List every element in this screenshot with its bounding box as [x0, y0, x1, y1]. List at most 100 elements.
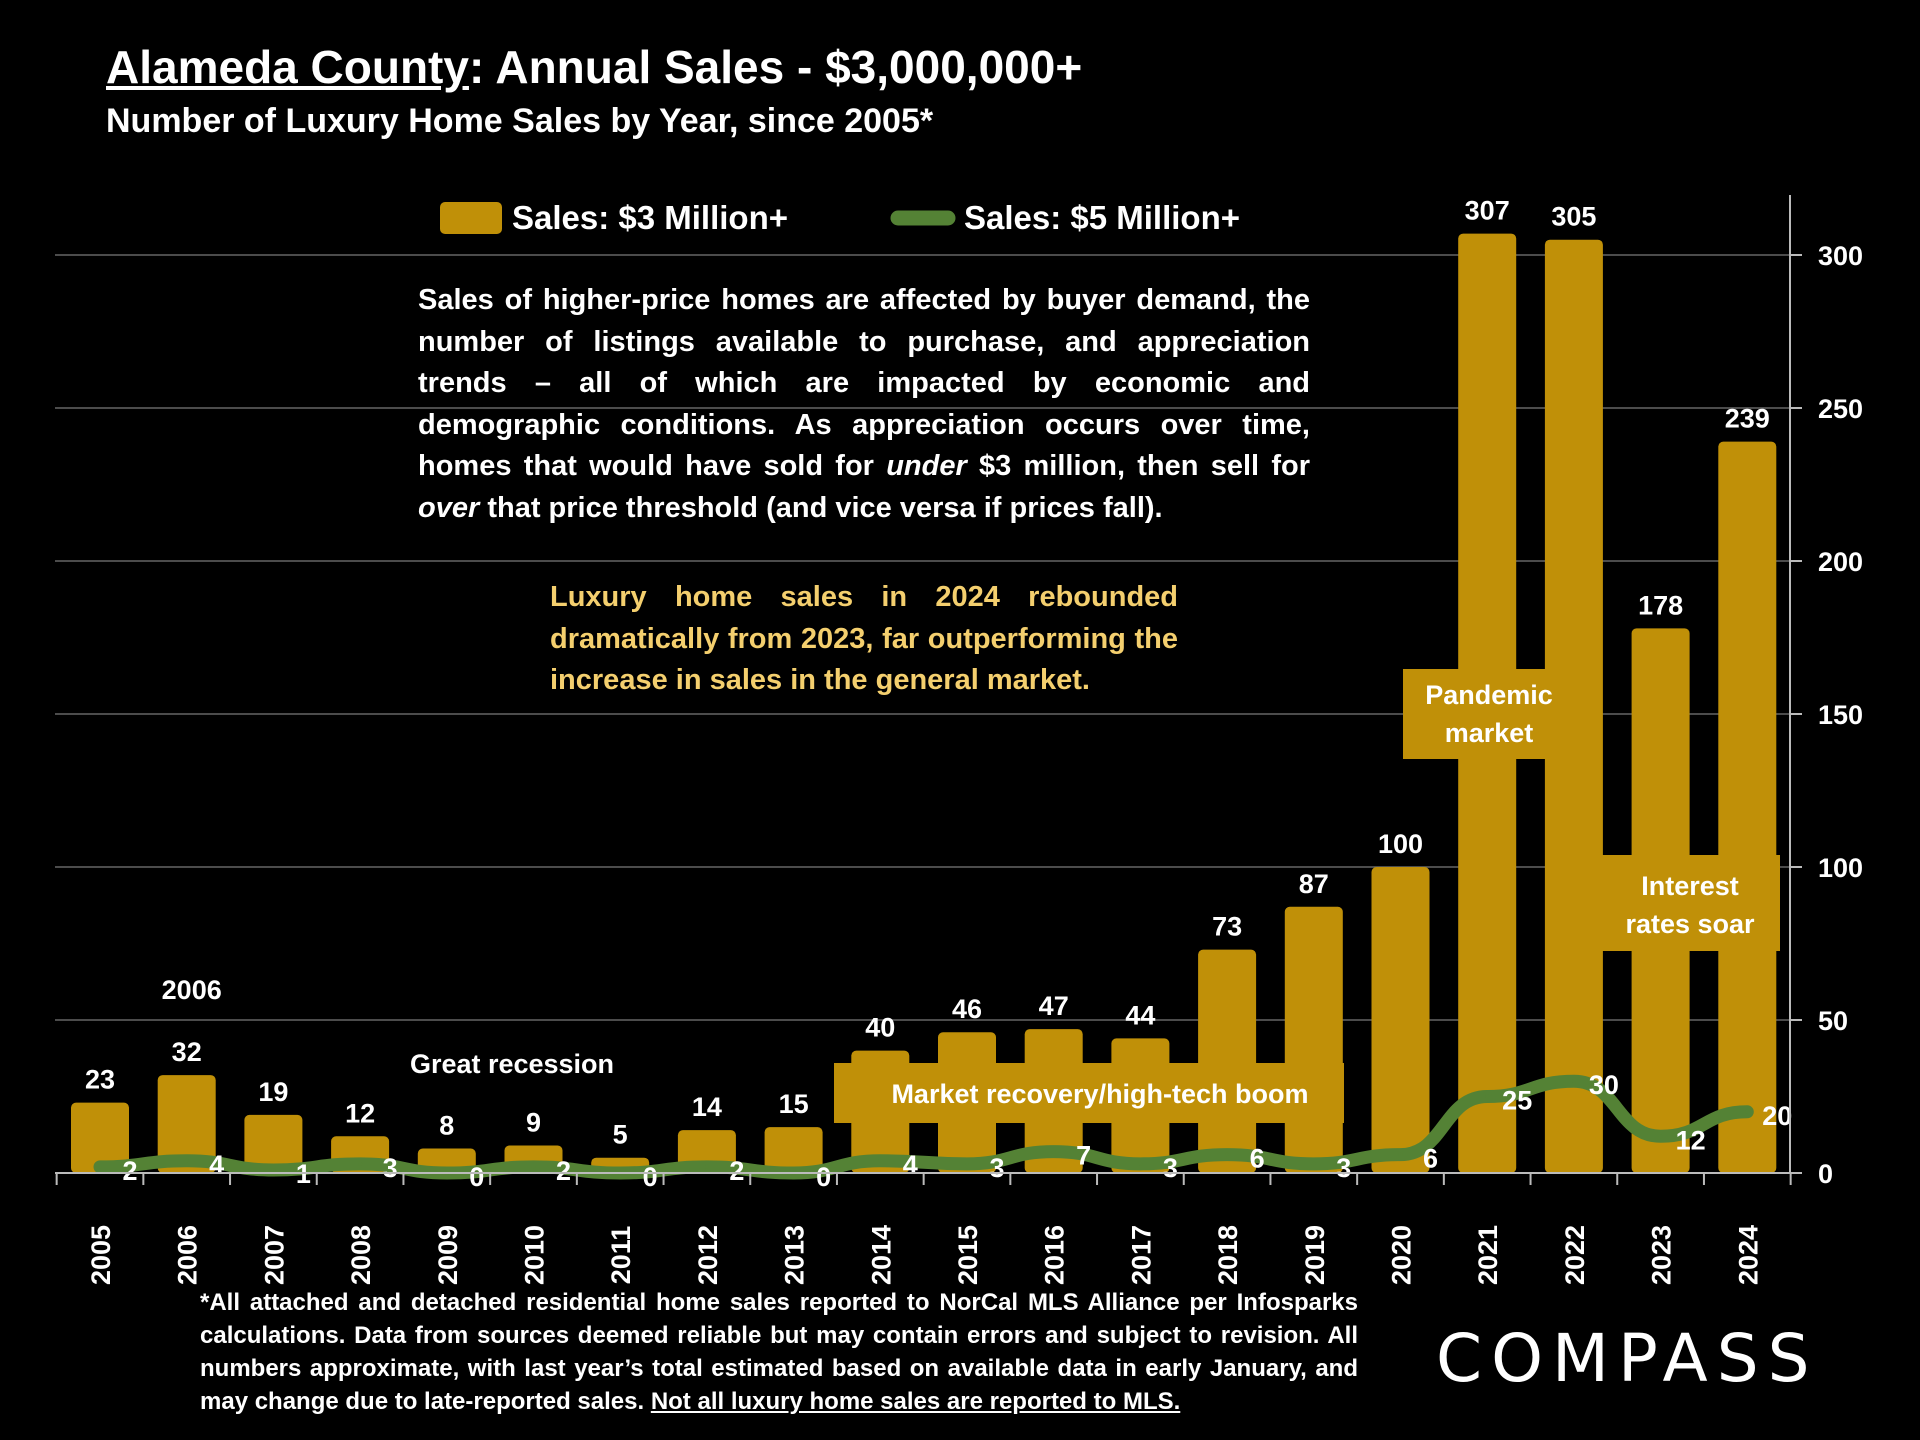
legend-item-5m: Sales: $5 Million+ [890, 199, 1240, 236]
line-label-2024: 20 [1762, 1101, 1792, 1131]
x-tick-label-2005: 2005 [86, 1225, 116, 1285]
bar-label-2020: 100 [1378, 829, 1423, 859]
y-tick-label-200: 200 [1818, 547, 1863, 577]
svg-text:Interest: Interest [1641, 871, 1739, 901]
bar-label-2008: 12 [345, 1098, 375, 1128]
note-text-a: Sales of higher-price homes are affected… [418, 284, 1310, 482]
legend-label-3m: Sales: $3 Million+ [512, 199, 788, 236]
bar-label-2018: 73 [1212, 912, 1242, 942]
x-tick-label-2006: 2006 [173, 1225, 203, 1285]
legend: Sales: $3 Million+ Sales: $5 Million+ [440, 199, 1240, 236]
svg-text:market: market [1445, 718, 1534, 748]
highlight-note: Luxury home sales in 2024 rebounded dram… [550, 581, 1178, 696]
bar-2005 [71, 1102, 129, 1173]
x-tick-label-2017: 2017 [1126, 1225, 1156, 1285]
svg-text:2006: 2006 [162, 975, 222, 1005]
annotation-interest-rates-soar: Interest rates soar [1602, 855, 1780, 951]
x-tick-label-2010: 2010 [520, 1225, 550, 1285]
note-text-b: $3 million, then sell for [966, 450, 1310, 482]
bar-2013 [764, 1127, 823, 1173]
line-label-2017: 3 [1163, 1153, 1178, 1183]
x-tick-label-2024: 2024 [1733, 1225, 1763, 1285]
line-point-2016 [1051, 1149, 1056, 1154]
bar-2019 [1284, 906, 1343, 1173]
page-title: Alameda County: Annual Sales - $3,000,00… [106, 40, 1082, 94]
x-tick-label-2013: 2013 [780, 1225, 810, 1285]
line-point-2019 [1311, 1161, 1316, 1166]
legend-swatch-3m [440, 202, 502, 234]
line-point-2020 [1398, 1152, 1403, 1157]
bar-label-2014: 40 [865, 1013, 895, 1043]
bar-label-2022: 305 [1551, 202, 1596, 232]
bar-2024 [1718, 441, 1777, 1173]
line-label-2013: 0 [816, 1162, 831, 1192]
bar-label-2011: 5 [613, 1120, 628, 1150]
y-tick-label-150: 150 [1818, 700, 1863, 730]
line-label-2022: 30 [1589, 1070, 1619, 1100]
x-tick-label-2019: 2019 [1300, 1225, 1330, 1285]
footnote-text: *All attached and detached residential h… [200, 1289, 1358, 1415]
compass-logo: COMPASS [1436, 1320, 1819, 1397]
line-point-2022 [1571, 1079, 1576, 1084]
page-subtitle: Number of Luxury Home Sales by Year, sin… [106, 102, 934, 140]
x-tick-label-2014: 2014 [866, 1225, 896, 1285]
svg-text:Great recession: Great recession [410, 1049, 614, 1079]
line-point-2017 [1138, 1161, 1143, 1166]
bar-label-2006: 32 [172, 1037, 202, 1067]
line-point-2023 [1658, 1134, 1663, 1139]
x-tick-label-2015: 2015 [953, 1225, 983, 1285]
line-label-2010: 2 [556, 1156, 571, 1186]
y-tick-label-250: 250 [1818, 394, 1863, 424]
note-text-c: that price threshold (and vice versa if … [479, 491, 1163, 524]
bar-label-2012: 14 [692, 1092, 722, 1122]
line-point-2008 [358, 1161, 363, 1166]
x-tick-label-2009: 2009 [433, 1225, 463, 1285]
x-tick-label-2021: 2021 [1473, 1225, 1503, 1285]
bar-label-2009: 8 [439, 1111, 454, 1141]
line-point-2012 [704, 1164, 709, 1169]
bar-label-2016: 47 [1039, 991, 1069, 1021]
line-label-2018: 6 [1250, 1144, 1265, 1174]
line-label-2009: 0 [469, 1162, 484, 1192]
annotation-2006: 2006 [162, 975, 222, 1005]
x-tick-label-2016: 2016 [1040, 1225, 1070, 1285]
annotation-pandemic-market: Pandemic market [1403, 669, 1573, 759]
legend-label-5m: Sales: $5 Million+ [964, 199, 1240, 236]
x-tick-label-2023: 2023 [1647, 1225, 1677, 1285]
bar-label-2024: 239 [1725, 404, 1770, 434]
line-label-2019: 3 [1336, 1153, 1351, 1183]
bar-2022 [1544, 239, 1603, 1173]
line-label-2020: 6 [1423, 1144, 1438, 1174]
line-label-2011: 0 [643, 1162, 658, 1192]
bar-2018 [1198, 949, 1257, 1173]
bar-label-2005: 23 [85, 1065, 115, 1095]
line-point-2007 [271, 1167, 276, 1172]
x-tick-label-2007: 2007 [259, 1225, 289, 1285]
y-tick-label-100: 100 [1818, 853, 1863, 883]
line-label-2008: 3 [383, 1153, 398, 1183]
line-point-2024 [1745, 1109, 1750, 1114]
footnote: *All attached and detached residential h… [200, 1286, 1358, 1418]
bar-label-2007: 19 [258, 1077, 288, 1107]
note-under: under [886, 450, 967, 482]
line-label-2021: 25 [1502, 1086, 1532, 1116]
bar-2007 [244, 1114, 303, 1173]
note-over: over [418, 491, 480, 524]
x-tick-label-2012: 2012 [693, 1225, 723, 1285]
annotation-great-recession: Great recession [410, 1049, 614, 1079]
bar-label-2021: 307 [1465, 196, 1510, 226]
line-point-2018 [1225, 1152, 1230, 1157]
annotation-market-recovery-high-tech-boom: Market recovery/high-tech boom [834, 1063, 1344, 1123]
x-tick-label-2008: 2008 [346, 1225, 376, 1285]
title-rest: : Annual Sales - $3,000,000+ [468, 41, 1083, 93]
x-tick-label-2011: 2011 [606, 1226, 636, 1285]
bar-label-2010: 9 [526, 1107, 541, 1137]
line-point-2005 [98, 1164, 102, 1169]
annotations: 2006 Great recession Market recovery/high-… [162, 669, 1780, 1123]
line-label-2016: 7 [1076, 1141, 1091, 1171]
bar-label-2023: 178 [1638, 590, 1683, 620]
line-label-2012: 2 [729, 1156, 744, 1186]
x-tick-label-2020: 2020 [1387, 1225, 1417, 1285]
